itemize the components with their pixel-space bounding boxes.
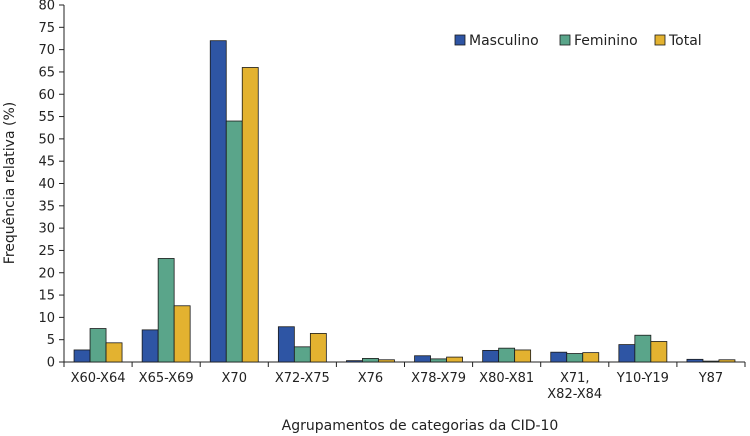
bar-total-8: [650, 341, 668, 363]
y-tick-label: 70: [38, 43, 55, 58]
legend-label-feminino: Feminino: [574, 33, 638, 49]
legend: Masculino Feminino Total: [454, 33, 702, 49]
x-tick-label: Y10-Y19: [616, 371, 669, 386]
legend-swatch-total: [654, 34, 666, 46]
x-axis-label: Agrupamentos de categorias da CID-10: [282, 418, 559, 434]
bar-masculino-8: [618, 344, 636, 363]
bar-feminino-8: [634, 334, 652, 363]
bar-masculino-7: [550, 351, 568, 363]
plot-area: 0 5 10 15 20 25 30 35 40 45 50 55 60 65 70 75 80 X60-X64 X…: [38, 0, 746, 402]
x-tick-label: X71, X82-X84: [547, 371, 602, 402]
bar-masculino-0: [73, 349, 91, 363]
bar-total-3: [309, 333, 327, 363]
y-tick-label: 60: [38, 88, 55, 103]
x-tick-label: X72-X75: [275, 371, 330, 386]
bar-total-6: [514, 349, 532, 363]
bar-masculino-4: [346, 360, 363, 363]
y-tick-label: 40: [38, 177, 55, 192]
y-tick-label: 80: [38, 0, 55, 14]
y-axis-label: Frequência relativa (%): [2, 102, 18, 264]
y-tick-label: 50: [38, 132, 55, 147]
y-tick-label: 20: [38, 266, 55, 281]
bar-feminino-1: [157, 258, 175, 363]
y-tick-label: 15: [38, 289, 55, 304]
bar-feminino-3: [293, 346, 311, 363]
y-tick-label: 45: [38, 155, 55, 170]
y-tick-label: 35: [38, 199, 55, 214]
bar-total-1: [173, 305, 191, 363]
y-tick-label: 55: [38, 110, 55, 125]
bar-feminino-9: [702, 360, 720, 363]
y-tick-label: 0: [47, 356, 55, 371]
bar-total-0: [105, 342, 123, 363]
bar-feminino-7: [566, 353, 584, 363]
bar-total-2: [241, 67, 259, 363]
bar-feminino-0: [89, 328, 107, 363]
bar-total-5: [446, 356, 463, 363]
bar-masculino-6: [482, 349, 500, 363]
bar-feminino-5: [430, 358, 447, 363]
y-tick-label: 75: [38, 21, 55, 36]
x-tick-label: X80-X81: [479, 371, 534, 386]
y-tick-label: 30: [38, 222, 55, 237]
bar-feminino-6: [498, 347, 516, 363]
legend-label-total: Total: [668, 33, 702, 49]
bar-masculino-3: [277, 326, 295, 363]
y-tick-label: 10: [38, 311, 55, 326]
y-tick-label: 65: [38, 65, 55, 80]
x-tick-label: X65-X69: [139, 371, 194, 386]
bar-feminino-2: [225, 120, 243, 363]
bar-total-4: [378, 359, 395, 363]
x-tick-label: X78-X79: [411, 371, 466, 386]
bar-feminino-4: [362, 358, 379, 363]
x-tick-label: X76: [358, 371, 383, 386]
x-tick-label: Y87: [698, 371, 723, 386]
bar-masculino-1: [141, 329, 159, 363]
y-tick-label: 5: [47, 333, 55, 348]
x-tick-label: X70: [222, 371, 247, 386]
bar-total-7: [582, 352, 600, 363]
x-tick-label: X60-X64: [71, 371, 126, 386]
bar-total-9: [718, 359, 736, 363]
y-tick-label: 25: [38, 244, 55, 259]
bar-masculino-5: [414, 355, 431, 363]
bar-masculino-9: [686, 358, 704, 363]
bar-masculino-2: [209, 40, 227, 363]
legend-label-masculino: Masculino: [469, 33, 539, 49]
legend-swatch-masculino: [454, 34, 466, 46]
legend-swatch-feminino: [559, 34, 571, 46]
